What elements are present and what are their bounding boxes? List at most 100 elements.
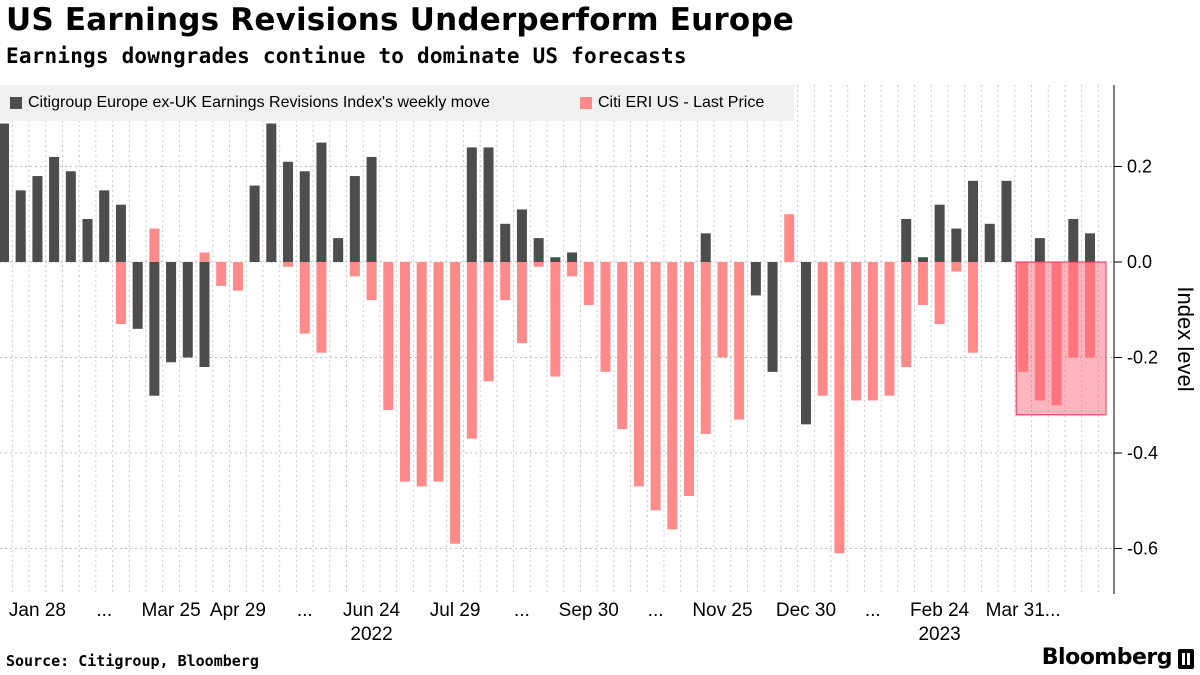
us-eri-bar [283,262,294,267]
us-eri-bar [232,262,243,291]
x-year-label: 2022 [350,624,392,645]
us-eri-bar [1034,262,1045,401]
us-eri-bar [450,262,461,544]
europe-weekly-move-bar [99,190,110,262]
europe-weekly-move-bar [800,262,811,425]
us-eri-bar [684,262,695,496]
bloomberg-logo: Bloomberg [1041,645,1173,670]
us-eri-bar [633,262,644,487]
europe-weekly-move-bar [1068,219,1079,262]
europe-weekly-move-bar [533,238,544,262]
europe-weekly-move-bar [366,156,377,262]
us-eri-bar [366,262,377,301]
europe-weekly-move-bar [500,223,511,262]
europe-weekly-move-bar [199,262,210,368]
europe-weekly-move-bar [516,209,527,262]
y-tick-label: 0.2 [1127,157,1152,177]
us-eri-bar [316,262,327,353]
x-tick-label: Mar 31... [986,600,1061,621]
us-eri-bar [851,262,862,401]
us-eri-bar [717,262,728,358]
source-note: Source: Citigroup, Bloomberg [6,652,259,670]
us-eri-bar [600,262,611,372]
europe-weekly-move-bar [901,219,912,262]
europe-weekly-move-bar [934,204,945,262]
y-tick-label: 0.0 [1127,252,1152,272]
europe-weekly-move-bar [266,123,277,263]
us-eri-bar [500,262,511,301]
europe-weekly-move-bar [166,262,177,363]
x-tick-label: ... [514,600,530,621]
us-eri-bar [917,262,928,305]
europe-weekly-move-bar [82,219,93,262]
us-eri-bar [817,262,828,396]
us-eri-bar [349,262,360,277]
chart-title: US Earnings Revisions Underperform Europ… [6,2,794,38]
us-eri-bar [1085,262,1095,358]
europe-weekly-move-bar [182,262,193,358]
chart-subtitle: Earnings downgrades continue to dominate… [6,44,687,68]
europe-weekly-move-bar [349,176,360,262]
bloomberg-terminal-icon [1178,649,1194,669]
x-tick-label: Nov 25 [692,600,752,621]
europe-weekly-move-bar [149,262,160,396]
europe-weekly-move-bar [49,156,60,262]
x-year-label: 2023 [918,624,960,645]
x-tick-label: ... [865,600,881,621]
x-tick-label: Apr 29 [210,600,266,621]
us-eri-bar [483,262,494,382]
bar-chart: 0.2 0.0 -0.2 -0.4 -0.6 Index level Jan 28... Ma… [0,85,1198,645]
us-eri-bar [583,262,594,305]
europe-weekly-move-bar [550,257,561,262]
us-eri-bar [1018,262,1029,372]
x-tick-label: ... [96,600,112,621]
us-eri-bar [867,262,878,401]
europe-weekly-move-bar [333,238,344,262]
us-eri-bar [884,262,895,396]
us-eri-bar [399,262,410,482]
us-eri-bar [834,262,845,554]
europe-weekly-move-bar [700,233,711,262]
legend-item-us: Citi ERI US - Last Price [580,85,764,121]
us-eri-bar [617,262,628,430]
y-tick-label: -0.6 [1127,539,1158,559]
europe-weekly-move-bar [316,142,327,262]
x-tick-label: ... [648,600,664,621]
highlight-box [1015,261,1107,416]
europe-weekly-move-bar [32,176,43,262]
europe-weekly-move-bar [132,262,143,329]
x-tick-label: Jun 24 [343,600,400,621]
us-eri-bar [700,262,711,434]
europe-weekly-move-bar [917,257,928,262]
europe-weekly-move-bar [567,252,578,262]
us-eri-bar [968,262,979,353]
x-tick-label: Sep 30 [559,600,619,621]
us-eri-bar [199,252,210,262]
us-eri-bar [299,262,310,334]
us-eri-bar [667,262,678,530]
europe-weekly-move-bar [984,223,995,262]
us-eri-bar [115,262,126,325]
x-tick-label: Jan 28 [9,600,66,621]
europe-weekly-move-bar [0,123,9,263]
europe-weekly-move-bar [65,171,76,262]
x-tick-label: Dec 30 [776,600,836,621]
legend-item-europe: Citigroup Europe ex-UK Earnings Revision… [10,85,490,121]
europe-weekly-move-bar [466,147,477,262]
y-tick-label: -0.2 [1127,348,1158,368]
x-tick-label: Feb 24 [910,600,970,621]
x-tick-label: Mar 25 [142,600,201,621]
us-eri-bar [550,262,561,377]
legend-label-us: Citi ERI US - Last Price [598,94,765,111]
europe-weekly-move-bar [750,262,761,296]
europe-weekly-move-bar [115,204,126,262]
europe-weekly-move-bar [299,171,310,262]
x-tick-label: ... [297,600,313,621]
x-tick-label: Jul 29 [430,600,481,621]
us-eri-bar [533,262,544,267]
legend-swatch-europe [10,97,22,109]
europe-weekly-move-bar [283,161,294,262]
europe-weekly-move-bar [249,185,260,262]
legend-label-europe: Citigroup Europe ex-UK Earnings Revision… [28,94,490,111]
us-eri-bar [383,262,394,411]
